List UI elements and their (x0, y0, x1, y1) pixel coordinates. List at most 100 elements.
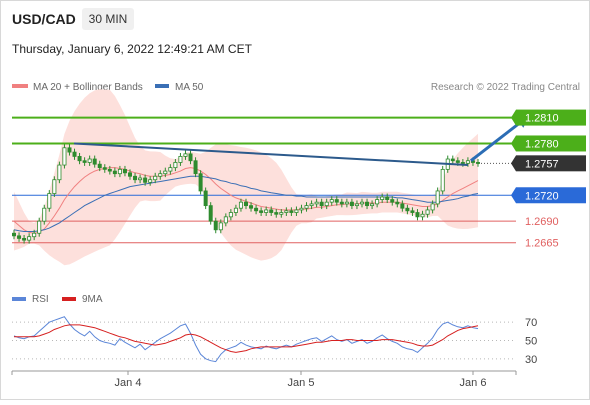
candle (233, 204, 238, 216)
candle (138, 174, 143, 184)
timeframe-label: 30 MIN (89, 12, 128, 26)
legend-ma50-label: MA 50 (175, 82, 204, 93)
candle (349, 198, 354, 210)
rsi-tick-label: 50 (525, 336, 537, 348)
x-tick-label: Jan 5 (288, 377, 315, 389)
candle (380, 193, 385, 204)
bollinger-band (14, 89, 478, 266)
candle (410, 207, 415, 216)
candle (11, 229, 16, 240)
candle (32, 229, 37, 241)
legend-ma20-label: MA 20 + Bollinger Bands (33, 82, 143, 93)
candle (193, 157, 198, 178)
candle (319, 198, 324, 210)
symbol-title: USD/CAD (12, 11, 76, 27)
candle (188, 150, 193, 165)
pivot-label-pointer (511, 187, 516, 204)
candle (385, 193, 390, 204)
candle (365, 198, 370, 210)
candle (309, 200, 314, 210)
candle (112, 167, 117, 178)
trendline (73, 142, 468, 167)
candle (450, 155, 455, 165)
candle (289, 207, 294, 216)
candle (269, 206, 274, 216)
levels-layer (12, 116, 516, 244)
candle (122, 165, 127, 177)
candles-layer (11, 144, 480, 244)
candle (284, 207, 289, 216)
candle (395, 198, 400, 208)
legend-ma50-swatch (155, 84, 169, 88)
rsi-tick-label: 70 (525, 317, 537, 329)
candle (72, 148, 77, 160)
candle (178, 152, 183, 166)
candle (148, 176, 153, 186)
candle (82, 157, 87, 166)
candle (102, 164, 107, 173)
candle (67, 144, 72, 156)
rsi-9ma-line (14, 324, 479, 353)
level-labels-layer: 1.2810 1.2780 1.2757 1.2720 1.2690 1.2665 (511, 109, 586, 250)
candle (17, 232, 22, 242)
candle (405, 204, 410, 215)
candle (92, 155, 97, 168)
candle (304, 202, 309, 212)
candle (213, 217, 218, 234)
candle (223, 213, 228, 227)
last-label: 1.2757 (525, 158, 559, 170)
legend-9ma-label: 9MA (82, 294, 103, 305)
pivot-label: 1.2720 (525, 190, 559, 202)
candle (279, 209, 284, 218)
pivot-label-bg (516, 187, 586, 204)
candle (359, 198, 364, 208)
candle (158, 170, 163, 180)
candle (390, 196, 395, 206)
candle (264, 206, 269, 216)
support-label: 1.2690 (525, 216, 559, 228)
rsi-line (13, 316, 479, 363)
candle (133, 172, 138, 184)
candle (465, 157, 470, 167)
candle (475, 159, 480, 167)
candle (274, 209, 279, 218)
resistance-label-pointer (511, 135, 516, 152)
candle (400, 200, 405, 212)
candle (420, 210, 425, 221)
last-label-pointer (511, 155, 516, 172)
candle (370, 200, 375, 210)
candle (228, 209, 233, 221)
candle (27, 233, 32, 244)
candle (259, 207, 264, 216)
x-tick-label: Jan 6 (460, 377, 487, 389)
candle (183, 150, 188, 160)
rsi-panel: 70 50 30 (12, 316, 537, 366)
candle (107, 165, 112, 175)
resistance-label-bg (516, 135, 586, 152)
candle (42, 204, 47, 225)
candle (153, 172, 158, 184)
candle (163, 167, 168, 178)
candle (425, 206, 430, 218)
candle (314, 198, 319, 208)
candle (97, 160, 102, 172)
support-label: 1.2665 (525, 238, 559, 250)
bollinger-band-layer (14, 89, 478, 266)
legend-ma20-swatch (12, 84, 28, 88)
ma50-line (13, 175, 479, 232)
candle (168, 164, 173, 175)
candle (375, 196, 380, 208)
timeframe-badge[interactable] (82, 8, 134, 30)
candle (57, 161, 62, 184)
legend-rsi-swatch (12, 297, 26, 301)
candle (37, 217, 42, 237)
candle (354, 200, 359, 210)
candle (218, 219, 223, 234)
candle (238, 198, 243, 212)
last-label-bg (516, 155, 586, 172)
x-tick-label: Jan 4 (115, 377, 142, 389)
candle (339, 198, 344, 208)
candle (22, 234, 27, 244)
candle (203, 187, 208, 210)
candle (143, 174, 148, 186)
